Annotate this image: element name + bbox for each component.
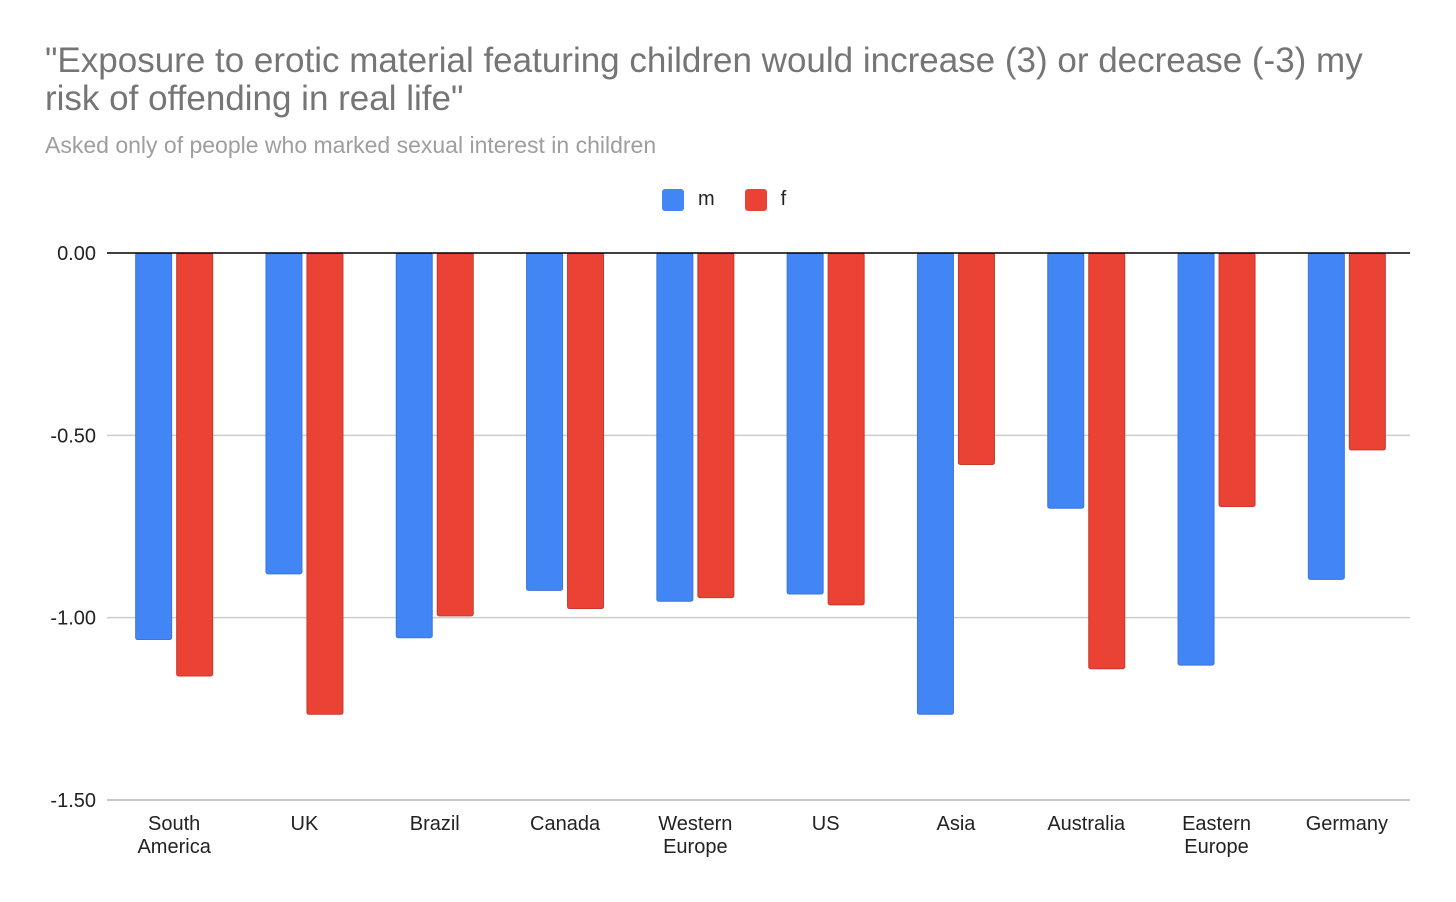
chart-title: "Exposure to erotic material featuring c… [45,41,1363,118]
bar-f [567,252,605,610]
y-tick-label: -1.00 [50,608,96,630]
bar-f [827,252,865,606]
legend-item-f: f [744,188,787,211]
x-tick-label: US [812,813,840,835]
bar-m [1047,252,1085,509]
bar-f [1348,252,1386,451]
x-tick-label: Brazil [410,813,460,835]
legend: m f [662,188,816,211]
legend-label-m: m [698,188,715,210]
bar-f [1088,252,1126,670]
y-tick-label: 0.00 [57,243,96,265]
legend-item-m: m [662,188,715,211]
y-tick-label: -1.50 [50,790,96,812]
x-tick-label: Asia [936,813,976,835]
x-tick-label: Europe [1184,836,1249,858]
bar-f [697,252,735,599]
bar-f [306,252,344,715]
bar-m [656,252,694,602]
bar-m [1307,252,1345,580]
x-tick-label: Europe [663,836,728,858]
x-tick-label: UK [291,813,319,835]
bar-m [135,252,173,641]
bar-f [1218,252,1256,507]
bar-m [395,252,433,639]
x-tick-label: Canada [530,813,601,835]
bar-f [957,252,995,466]
bar-m [265,252,303,575]
legend-swatch-m [662,188,684,211]
chart-subtitle: Asked only of people who marked sexual i… [45,132,657,158]
x-tick-label: America [137,836,211,858]
bar-m [786,252,824,595]
x-tick-label: Western [658,813,732,835]
legend-swatch-f [744,188,767,211]
bar-m [1177,252,1215,666]
bar-f [176,252,214,677]
bar-f [436,252,474,617]
x-tick-label: Eastern [1182,813,1251,835]
x-tick-label: Germany [1306,813,1388,835]
bar-m [916,252,954,715]
y-tick-label: -0.50 [50,425,96,447]
x-tick-label: Australia [1047,813,1126,835]
x-tick-label: South [148,813,200,835]
legend-label-f: f [780,188,787,210]
bar-m [526,252,564,591]
